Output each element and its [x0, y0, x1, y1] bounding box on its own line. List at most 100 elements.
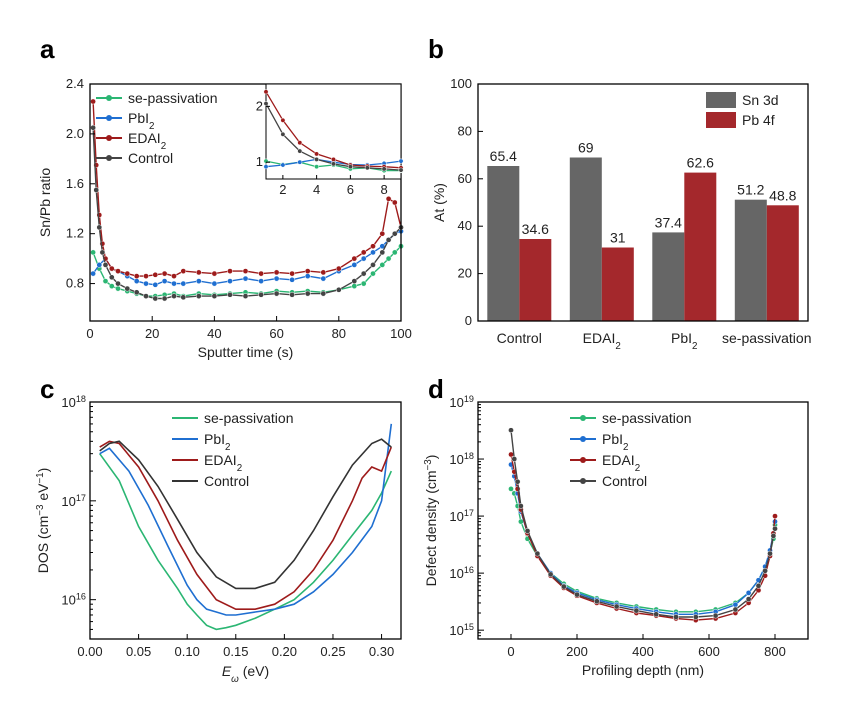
c-plot-frame	[89, 401, 402, 640]
a-control-point-2	[96, 224, 103, 231]
a-x-tick-label: 100	[390, 326, 412, 341]
a-control-point-16	[227, 291, 233, 298]
a-pbi2-point-14	[227, 278, 233, 284]
d-y-tick-label: 1016	[449, 565, 474, 581]
d-control-point-3	[518, 503, 524, 509]
a-plot-frame	[89, 83, 402, 322]
a-control-point-15	[211, 293, 218, 299]
a-edai2-point-23	[335, 265, 342, 272]
a-inset-pbi2-point-8	[398, 158, 404, 164]
d-control-point-22	[772, 525, 778, 532]
a-edai2-point-15	[211, 270, 218, 277]
a-inset-edai2-point-0	[263, 89, 269, 95]
a-inset-edai2-point-4	[331, 156, 336, 162]
d-control-point-9	[593, 598, 600, 605]
b-y-tick-label: 100	[450, 76, 472, 91]
a-edai2-point-7	[124, 270, 131, 277]
d-control-point-20	[767, 550, 773, 557]
a-legend-marker-se-passivation	[106, 95, 112, 101]
a-pbi2-point-11	[180, 280, 187, 287]
a-control-point-4	[102, 262, 109, 268]
a-control-point-19	[273, 290, 280, 297]
b-bar-sn-3d-edai2	[569, 157, 602, 321]
a-inset-control-point-6	[364, 165, 370, 171]
d-legend-marker-se-passivation	[580, 415, 586, 421]
chart-b: 65.4 34.6 Control 69 31 EDAI2 37.4 62.6 PbI2 51.2…	[431, 76, 812, 352]
a-edai2-point-10	[152, 271, 159, 278]
a-se-passivation-point-27	[391, 249, 398, 256]
c-series-line-edai2	[99, 440, 393, 610]
d-control-point-0	[508, 427, 514, 434]
panel-letter-d: d	[428, 374, 444, 404]
a-inset-x-tick-label: 2	[279, 182, 286, 197]
b-bar-value-label: 37.4	[655, 214, 682, 230]
b-bar-value-label: 69	[578, 140, 594, 156]
d-legend-label-se-passivation: se-passivation	[602, 410, 692, 426]
panel-letter-a: a	[40, 34, 55, 64]
a-inset-control-point-1	[280, 131, 286, 137]
c-legend-label-control: Control	[204, 473, 249, 489]
b-category-label-se-passivation: se-passivation	[722, 330, 812, 346]
a-control-point-14	[195, 293, 202, 299]
d-y-axis-label: Defect density (cm−3)	[423, 455, 440, 587]
a-control-point-7	[124, 285, 131, 292]
a-pbi2-point-1	[96, 262, 103, 268]
a-pbi2-point-19	[304, 273, 311, 279]
c-series-line-se-passivation	[99, 453, 393, 631]
d-legend-marker-control	[580, 478, 586, 484]
c-y-tick-label: 1017	[61, 493, 86, 509]
a-edai2-point-24	[351, 255, 358, 262]
b-y-tick-label: 0	[465, 313, 472, 328]
c-series-line-pbi2	[99, 423, 393, 616]
d-x-axis-label: Profiling depth (nm)	[582, 662, 704, 678]
b-y-tick-label: 40	[458, 218, 472, 233]
b-bar-pb-4f-control	[519, 239, 552, 321]
a-edai2-point-9	[143, 273, 149, 279]
a-control-point-10	[152, 295, 159, 302]
chart-a: 0 20 40 60 80 100 0.8 1.2 1.6 2.0 2.4 Sputter time …	[37, 76, 412, 360]
a-legend-label-pbi2: PbI2	[128, 110, 154, 132]
a-control-point-22	[320, 290, 327, 297]
b-category-label-pbi2: PbI2	[671, 330, 697, 352]
a-pbi2-point-10	[171, 280, 177, 287]
d-control-point-6	[547, 571, 554, 578]
panel-letter-b: b	[428, 34, 444, 64]
d-control-point-8	[574, 591, 580, 598]
c-x-axis-label: Eω (eV)	[222, 663, 269, 685]
c-x-tick-label: 0.15	[223, 644, 248, 659]
a-inset-pbi2-point-2	[297, 159, 303, 165]
d-control-point-14	[692, 614, 699, 620]
a-inset-x-tick-label: 8	[381, 182, 388, 197]
a-edai2-point-6	[115, 268, 121, 274]
d-control-point-5	[534, 550, 541, 557]
a-legend-label-se-passivation: se-passivation	[128, 90, 218, 106]
b-bar-value-label: 31	[610, 230, 626, 246]
a-control-point-21	[304, 290, 311, 297]
a-edai2-point-25	[360, 249, 367, 256]
a-legend-marker-edai2	[106, 135, 112, 141]
d-x-tick-label: 600	[698, 644, 720, 659]
a-inset-pbi2-point-1	[280, 162, 286, 168]
d-control-point-18	[755, 582, 762, 589]
b-bar-value-label: 51.2	[737, 182, 764, 198]
a-y-axis-label: Sn/Pb ratio	[37, 168, 53, 237]
a-control-point-3	[99, 249, 106, 256]
a-inset-control-point-2	[297, 148, 303, 154]
a-control-point-24	[351, 278, 358, 284]
c-x-tick-label: 0.30	[369, 644, 394, 659]
a-inset-control-point-4	[331, 161, 336, 167]
a-pbi2-point-13	[211, 280, 218, 287]
d-plot-frame	[477, 401, 809, 640]
a-se-passivation-point-23	[360, 280, 367, 287]
a-y-tick-label: 0.8	[66, 276, 84, 291]
a-pbi2-point-9	[161, 278, 168, 284]
b-legend-swatch-pb-4f	[706, 112, 736, 128]
a-inset-control-point-5	[347, 164, 353, 170]
a-se-passivation-point-3	[108, 283, 115, 289]
c-legend-label-se-passivation: se-passivation	[204, 410, 294, 426]
d-pbi2-point-17	[745, 590, 752, 596]
b-bar-pb-4f-se-passivation	[766, 205, 799, 321]
a-edai2-point-18	[258, 270, 264, 277]
c-y-tick-label: 1018	[61, 394, 86, 410]
d-control-point-17	[745, 596, 752, 602]
